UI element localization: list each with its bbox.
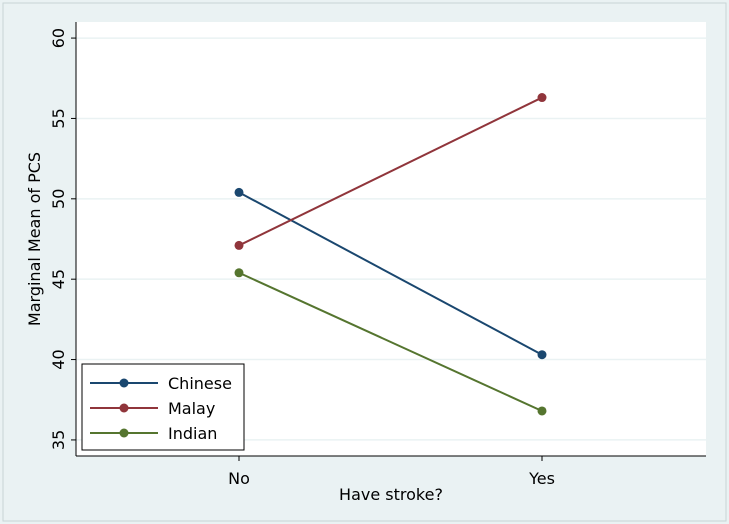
x-tick-label: Yes [528,469,555,488]
y-tick-label: 60 [49,28,68,48]
legend-label-malay: Malay [168,399,215,418]
y-tick-label: 45 [49,269,68,289]
data-point-indian [537,406,547,416]
series-layer [234,93,547,416]
legend-marker-chinese [119,378,129,388]
y-axis-ticks: 35 40 45 50 55 60 [49,28,76,450]
y-tick-label: 55 [49,108,68,128]
data-point-chinese [537,350,547,360]
y-tick-label: 35 [49,430,68,450]
series-line-malay [238,96,543,247]
gridlines [76,37,706,441]
legend-marker-indian [119,428,129,438]
y-tick-label: 50 [49,189,68,209]
legend-label-indian: Indian [168,424,217,443]
legend-marker-malay [119,403,129,413]
data-point-malay [234,240,244,250]
x-axis-ticks: No Yes [228,456,555,488]
data-point-chinese [234,187,244,197]
series-line-indian [238,271,543,412]
y-tick-label: 40 [49,349,68,369]
x-tick-label: No [228,469,250,488]
legend: Chinese Malay Indian [81,363,245,451]
y-axis-label: Marginal Mean of PCS [25,152,44,326]
series-line-chinese [238,191,543,356]
data-point-malay [537,93,547,103]
data-point-indian [234,268,244,278]
x-axis-label: Have stroke? [339,485,443,504]
legend-label-chinese: Chinese [168,374,232,393]
